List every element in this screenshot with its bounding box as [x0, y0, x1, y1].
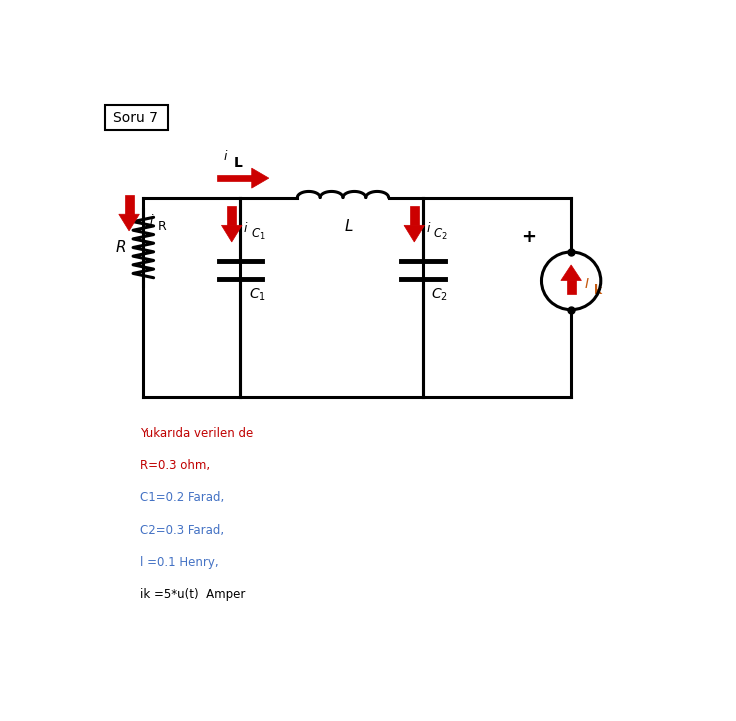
Text: ik =5*u(t)  Amper: ik =5*u(t) Amper [141, 588, 246, 601]
Text: $i$: $i$ [223, 149, 229, 163]
Text: l =0.1 Henry,: l =0.1 Henry, [141, 556, 219, 569]
Text: $C_1$: $C_1$ [250, 227, 265, 242]
Text: R: R [116, 240, 126, 255]
Text: L: L [233, 156, 242, 170]
Text: L: L [344, 218, 353, 234]
Text: C2=0.3 Farad,: C2=0.3 Farad, [141, 523, 224, 536]
Text: C1=0.2 Farad,: C1=0.2 Farad, [141, 492, 224, 505]
Text: Yukarıda verilen de: Yukarıda verilen de [141, 427, 254, 440]
Text: $i$: $i$ [425, 221, 431, 235]
Polygon shape [561, 265, 581, 280]
Text: $I$: $I$ [584, 277, 590, 291]
FancyBboxPatch shape [105, 105, 168, 131]
Polygon shape [404, 225, 425, 242]
Text: +: + [521, 229, 536, 247]
Polygon shape [118, 214, 139, 231]
Text: $C_1$: $C_1$ [249, 286, 266, 303]
Text: $i$: $i$ [243, 221, 249, 235]
Text: R=0.3 ohm,: R=0.3 ohm, [141, 459, 210, 472]
Text: $C_2$: $C_2$ [433, 227, 447, 242]
Polygon shape [410, 206, 419, 225]
Text: k: k [594, 284, 602, 297]
Text: $C_2$: $C_2$ [431, 286, 448, 303]
Polygon shape [124, 195, 134, 214]
Polygon shape [252, 168, 269, 188]
Polygon shape [222, 225, 242, 242]
Text: $i$: $i$ [149, 213, 155, 227]
Text: Soru 7: Soru 7 [113, 110, 158, 125]
Polygon shape [567, 280, 576, 294]
Polygon shape [227, 206, 236, 225]
Polygon shape [218, 174, 252, 182]
Text: R: R [158, 220, 166, 233]
